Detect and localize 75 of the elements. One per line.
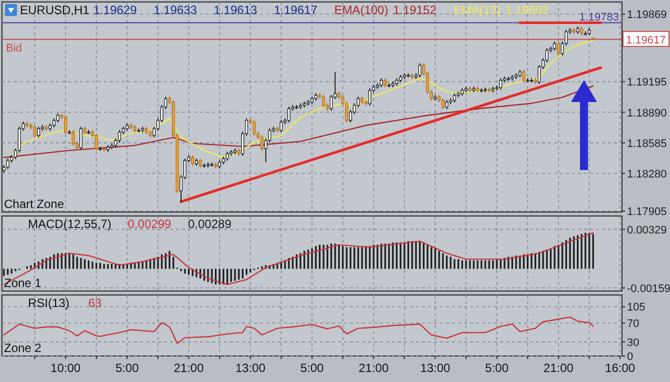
- candlestick: [56, 112, 60, 123]
- candlestick: [52, 118, 56, 128]
- candlestick: [499, 78, 502, 90]
- annotation: 1.19152: [393, 3, 437, 17]
- annotation: Zone 1: [4, 276, 42, 290]
- x-tick-label: 5:00: [300, 361, 324, 375]
- annotation: 1.19613: [214, 3, 258, 17]
- candlestick: [556, 41, 560, 56]
- candlestick: [260, 134, 264, 152]
- line-series: [3, 316, 594, 344]
- y-tick-label: 0.00329: [627, 224, 667, 236]
- candlestick: [287, 106, 290, 123]
- candlestick: [226, 151, 229, 162]
- candlestick: [6, 158, 10, 170]
- candlestick: [252, 120, 256, 136]
- annotation: 0.00289: [188, 217, 232, 231]
- y-tick-label: 105: [627, 302, 646, 314]
- candlestick: [580, 26, 584, 36]
- y-tick-label: 1.18890: [627, 107, 667, 120]
- candlestick: [191, 154, 194, 166]
- candlestick: [553, 41, 556, 51]
- annotation: Chart Zone: [4, 197, 64, 211]
- candlestick: [198, 158, 202, 168]
- candlestick: [322, 94, 326, 108]
- y-tick-label: 1.19869: [627, 9, 667, 22]
- x-tick-label: 21:00: [543, 361, 574, 375]
- annotation: 63: [88, 296, 102, 310]
- candlestick: [37, 126, 40, 138]
- y-tick-label: 1.18585: [627, 138, 667, 150]
- candlestick: [33, 124, 36, 138]
- chart-title: MACD(12,55,7): [28, 217, 112, 231]
- x-tick-label: 16:00: [605, 361, 636, 375]
- x-tick-label: 13:00: [420, 361, 451, 375]
- candlestick: [94, 132, 98, 152]
- y-tick-label: 70: [627, 318, 640, 330]
- annotation: 1.19633: [154, 3, 198, 17]
- candlestick: [118, 130, 121, 143]
- annotation: 1.19602: [505, 3, 550, 17]
- x-tick-label: 13:00: [235, 361, 266, 375]
- candlestick: [452, 92, 456, 103]
- x-tick-label: 5:00: [115, 361, 140, 375]
- annotation: 1.19629: [93, 3, 138, 17]
- annotation: 1.19617: [274, 3, 318, 17]
- text: 1.19617: [626, 34, 666, 46]
- candlestick: [384, 78, 387, 88]
- candlestick: [441, 98, 444, 110]
- annotation: 0.00299: [128, 217, 172, 231]
- ref-line-label: Bid: [6, 42, 22, 54]
- text: EMA(100): [334, 3, 388, 17]
- y-tick-label: 30: [627, 336, 640, 349]
- annotation: Zone 2: [4, 341, 42, 355]
- x-tick-label: 10:00: [50, 361, 81, 375]
- candlestick: [368, 88, 372, 106]
- candlestick: [72, 130, 75, 146]
- line-series: [3, 85, 594, 158]
- y-tick-label: 1.19195: [627, 76, 667, 89]
- candlestick: [280, 120, 283, 133]
- chart-title: RSI(13): [28, 296, 70, 310]
- candlestick: [79, 126, 82, 150]
- candlestick: [64, 114, 68, 135]
- candlestick: [522, 70, 526, 83]
- x-tick-label: 21:00: [358, 361, 389, 375]
- chart-title: EURUSD,H1: [20, 3, 90, 17]
- x-tick-label: 5:00: [485, 361, 509, 375]
- text: EMA(13): [453, 3, 501, 17]
- x-tick-label: 21:00: [174, 361, 204, 375]
- y-tick-label: 1.18280: [627, 168, 667, 180]
- candlestick: [418, 62, 422, 78]
- y-tick-label: -0.00159: [627, 282, 670, 295]
- ref-line-label: 1.19783: [579, 12, 619, 24]
- line-series: [3, 40, 594, 168]
- candlestick: [380, 78, 383, 88]
- y-tick-label: 0: [627, 351, 634, 363]
- y-tick-label: 1.17905: [627, 206, 667, 218]
- candlestick: [445, 100, 448, 110]
